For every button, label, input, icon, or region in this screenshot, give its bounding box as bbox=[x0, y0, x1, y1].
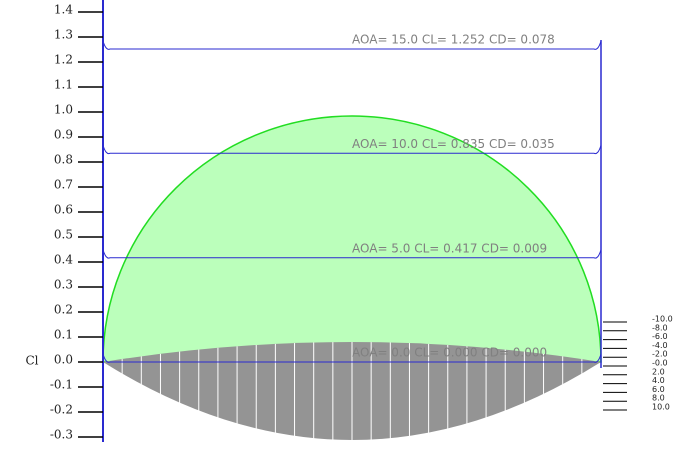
right-tick-label: 2.0 bbox=[652, 367, 665, 376]
right-tick-label: 10.0 bbox=[652, 403, 670, 412]
cl-line bbox=[102, 40, 602, 50]
annotation: AOA= 0.0 CL= 0.000 CD= 0.000 bbox=[352, 346, 547, 360]
right-tick-label: -6.0 bbox=[652, 332, 668, 341]
y-tick-label: 1.1 bbox=[54, 78, 73, 92]
right-tick-label: -0.0 bbox=[652, 359, 668, 368]
y-tick-label: 0.4 bbox=[54, 253, 73, 267]
annotation: AOA= 5.0 CL= 0.417 CD= 0.009 bbox=[352, 241, 547, 255]
cl-line bbox=[102, 353, 602, 363]
right-tick-label: -4.0 bbox=[652, 341, 668, 350]
y-tick-label: 0.2 bbox=[54, 303, 73, 317]
y-tick-label: 0.7 bbox=[54, 178, 73, 192]
y-tick-label: 0.0 bbox=[54, 353, 73, 367]
y-axis-label: Cl bbox=[25, 354, 38, 368]
right-tick-label: 8.0 bbox=[652, 394, 665, 403]
y-tick-label: -0.2 bbox=[50, 403, 73, 417]
y-tick-label: 0.1 bbox=[54, 328, 73, 342]
right-tick-label: -10.0 bbox=[652, 315, 673, 324]
y-tick-label: 1.3 bbox=[54, 28, 73, 42]
right-tick-label: 4.0 bbox=[652, 376, 665, 385]
annotation: AOA= 10.0 CL= 0.835 CD= 0.035 bbox=[352, 137, 555, 151]
y-tick-label: 0.6 bbox=[54, 203, 73, 217]
right-tick-label: -2.0 bbox=[652, 350, 668, 359]
annotation: AOA= 15.0 CL= 1.252 CD= 0.078 bbox=[352, 33, 555, 47]
y-tick-label: 0.5 bbox=[54, 228, 73, 242]
cl-line bbox=[102, 249, 602, 259]
y-tick-label: -0.1 bbox=[50, 378, 73, 392]
right-tick-label: -8.0 bbox=[652, 323, 668, 332]
right-tick-label: 6.0 bbox=[652, 385, 665, 394]
y-tick-label: 0.9 bbox=[54, 128, 73, 142]
lift-envelope bbox=[102, 115, 602, 363]
y-tick-label: 1.4 bbox=[54, 3, 73, 17]
y-tick-label: 1.2 bbox=[54, 53, 73, 67]
y-tick-label: 0.3 bbox=[54, 278, 73, 292]
y-tick-label: -0.3 bbox=[50, 428, 73, 442]
cl-line bbox=[102, 145, 602, 155]
y-tick-label: 0.8 bbox=[54, 153, 73, 167]
y-tick-label: 1.0 bbox=[54, 103, 73, 117]
